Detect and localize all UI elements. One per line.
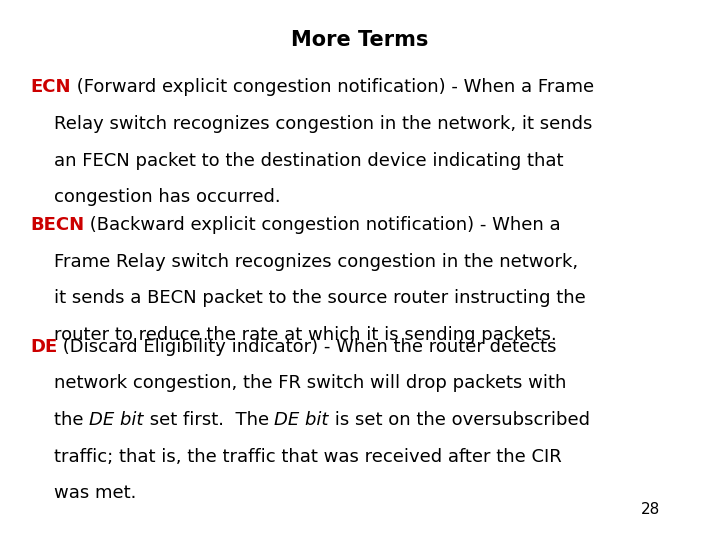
Text: (Forward explicit congestion notification) - When a Frame: (Forward explicit congestion notificatio… bbox=[71, 78, 594, 96]
Text: was met.: was met. bbox=[54, 484, 136, 502]
Text: 28: 28 bbox=[641, 502, 660, 517]
Text: ECN: ECN bbox=[30, 78, 71, 96]
Text: congestion has occurred.: congestion has occurred. bbox=[54, 188, 281, 206]
Text: it sends a BECN packet to the source router instructing the: it sends a BECN packet to the source rou… bbox=[54, 289, 586, 307]
Text: (Discard Eligibility indicator) - When the router detects: (Discard Eligibility indicator) - When t… bbox=[58, 338, 557, 355]
Text: BECN: BECN bbox=[30, 216, 84, 234]
Text: network congestion, the FR switch will drop packets with: network congestion, the FR switch will d… bbox=[54, 374, 567, 392]
Text: the: the bbox=[54, 411, 89, 429]
Text: router to reduce the rate at which it is sending packets.: router to reduce the rate at which it is… bbox=[54, 326, 557, 344]
Text: (Backward explicit congestion notification) - When a: (Backward explicit congestion notificati… bbox=[84, 216, 561, 234]
Text: Frame Relay switch recognizes congestion in the network,: Frame Relay switch recognizes congestion… bbox=[54, 253, 578, 271]
Text: DE bit: DE bit bbox=[274, 411, 329, 429]
Text: set first.  The: set first. The bbox=[143, 411, 274, 429]
Text: More Terms: More Terms bbox=[292, 30, 428, 50]
Text: Relay switch recognizes congestion in the network, it sends: Relay switch recognizes congestion in th… bbox=[54, 115, 593, 133]
Text: is set on the oversubscribed: is set on the oversubscribed bbox=[329, 411, 590, 429]
Text: traffic; that is, the traffic that was received after the CIR: traffic; that is, the traffic that was r… bbox=[54, 448, 562, 465]
Text: DE bit: DE bit bbox=[89, 411, 143, 429]
Text: an FECN packet to the destination device indicating that: an FECN packet to the destination device… bbox=[54, 152, 564, 170]
Text: DE: DE bbox=[30, 338, 58, 355]
